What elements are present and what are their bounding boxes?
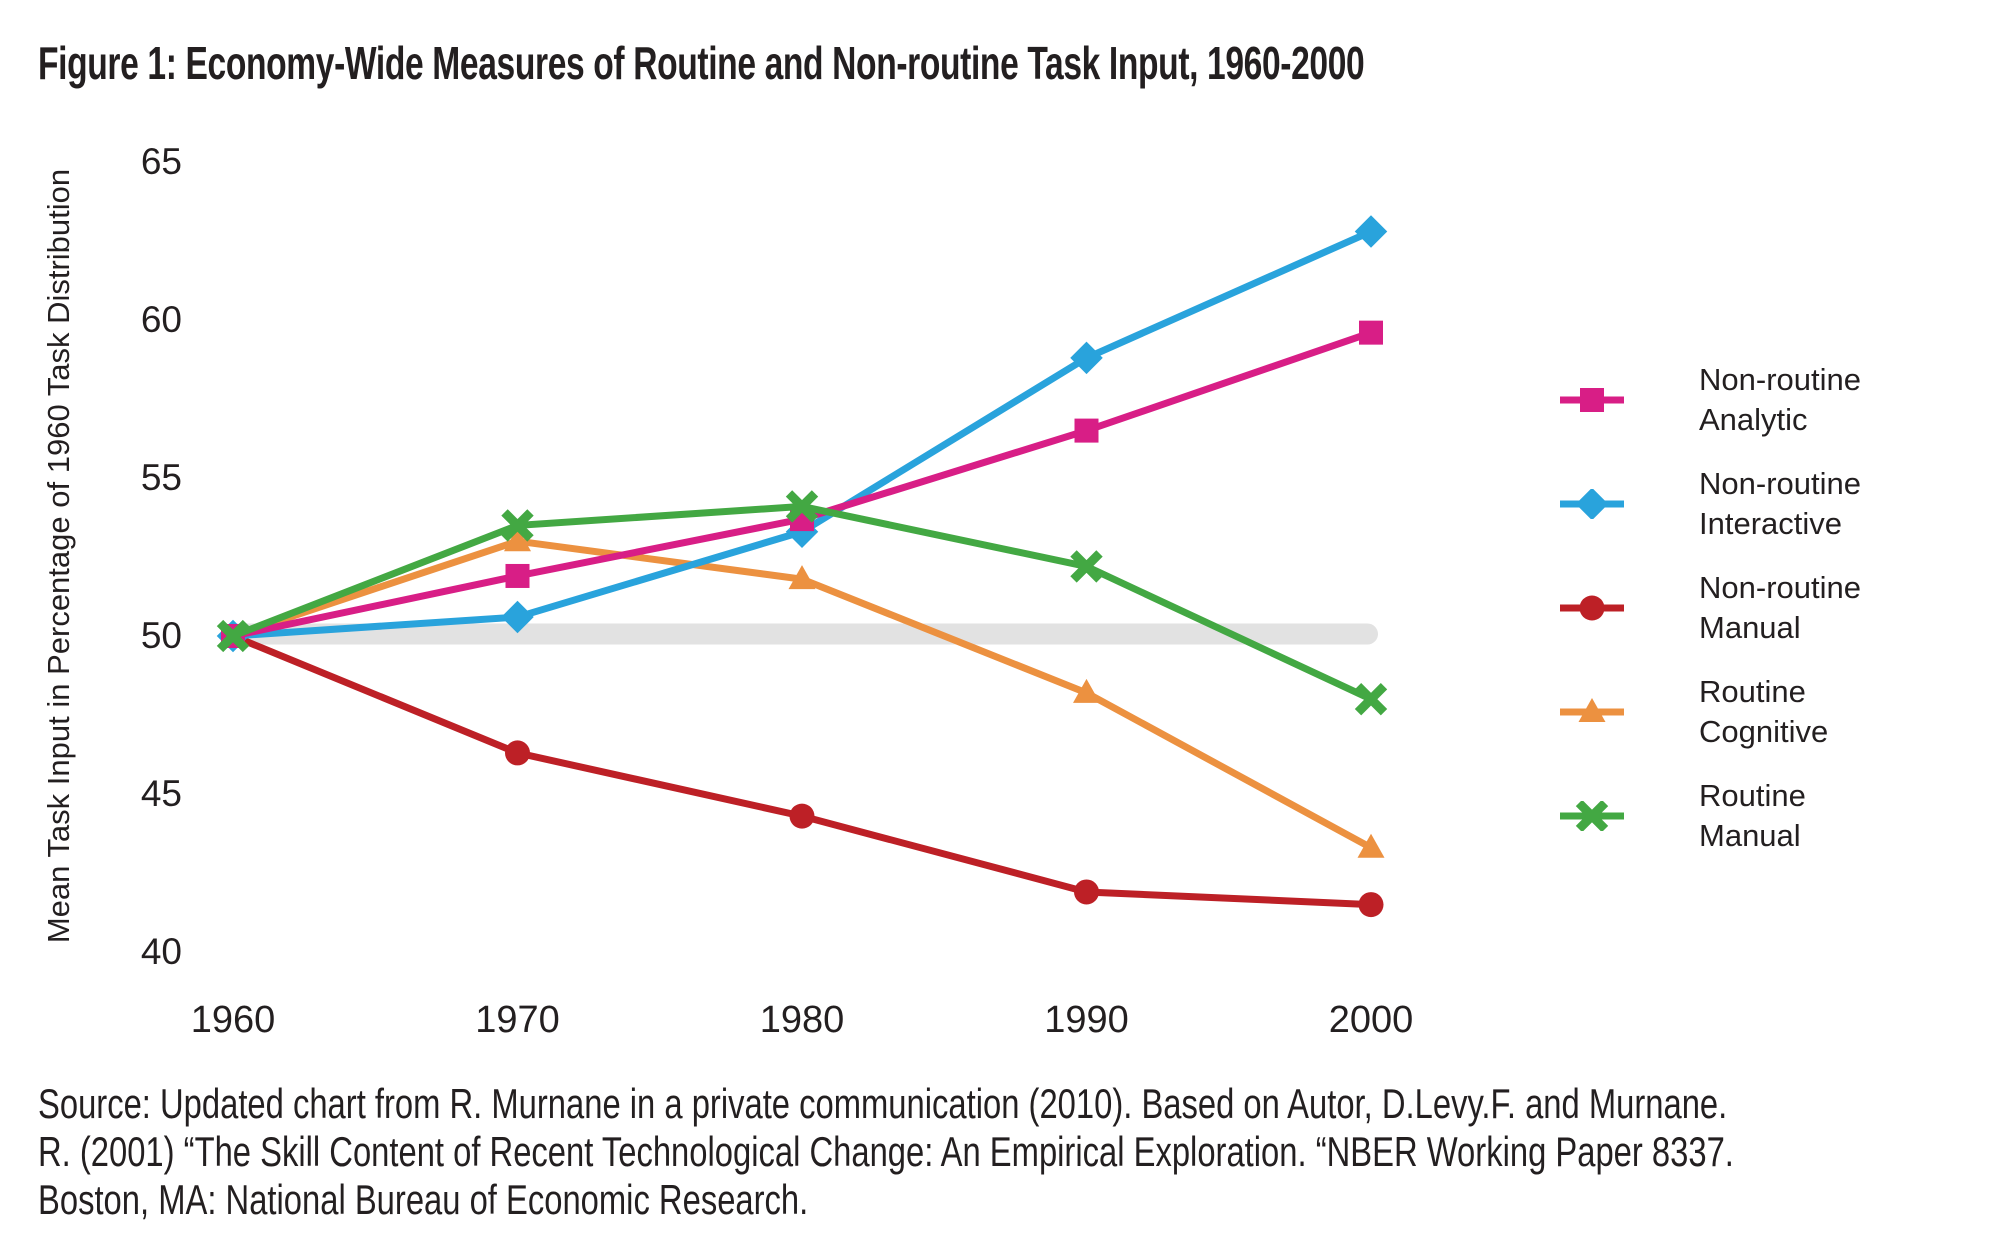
marker-triangle (504, 527, 531, 552)
legend-marker-diamond-icon (1560, 489, 1624, 519)
marker-x (501, 509, 534, 542)
y-tick-label: 60 (140, 299, 182, 340)
figure-title: Figure 1: Economy-Wide Measures of Routi… (38, 37, 1365, 89)
legend-label-line: Non-routine (1699, 362, 1861, 397)
marker-x (1354, 683, 1388, 716)
source-line: Boston, MA: National Bureau of Economic … (38, 1176, 809, 1223)
x-tick-label: 1970 (475, 999, 560, 1041)
marker-circle (789, 803, 815, 829)
legend-label-line: Non-routine (1699, 570, 1861, 605)
legend-item-label: Routine Cognitive (1699, 672, 1828, 752)
y-tick-label: 45 (140, 773, 182, 814)
legend-label-line: Cognitive (1699, 714, 1829, 749)
legend-marker-square-icon (1560, 388, 1624, 412)
marker-square (505, 563, 530, 588)
marker-circle (1074, 879, 1099, 905)
legend-marker-circle-icon (1560, 595, 1624, 621)
marker-square (1074, 418, 1099, 443)
legend-item: Non-routine Manual (1557, 566, 1861, 650)
legend-label-line: Analytic (1699, 402, 1808, 437)
series-line-non-routine-manual (231, 632, 1372, 909)
marker-x (1070, 550, 1103, 583)
legend-label-line: Routine (1699, 674, 1806, 709)
legend-label-line: Routine (1699, 778, 1806, 813)
marker-circle (1358, 892, 1384, 918)
marker-triangle (1578, 698, 1606, 722)
legend-marker-x-icon (1560, 801, 1624, 831)
source-text: Source: Updated chart from R. Murnane in… (38, 1080, 1910, 1224)
y-tick-label: 65 (140, 141, 182, 182)
marker-diamond (1575, 489, 1609, 519)
source-line: R. (2001) “The Skill Content of Recent T… (38, 1128, 1734, 1175)
y-tick-label: 40 (140, 931, 182, 972)
marker-circle (505, 740, 530, 766)
marker-triangle (1357, 833, 1385, 858)
marker-x (785, 490, 819, 523)
marker-diamond (1070, 341, 1103, 375)
legend-item: Routine Cognitive (1557, 670, 1828, 754)
marker-circle (1579, 595, 1605, 621)
y-tick-label: 50 (140, 615, 182, 656)
series-line-non-routine-analytic (232, 329, 1373, 640)
legend-item: Non-routine Analytic (1557, 358, 1861, 442)
x-tick-label: 2000 (1328, 999, 1414, 1041)
marker-diamond (501, 600, 534, 634)
marker-square (1580, 388, 1604, 412)
legend-item: Non-routine Interactive (1557, 462, 1861, 546)
marker-square (1359, 320, 1383, 345)
legend-label-line: Manual (1699, 610, 1801, 645)
marker-triangle (788, 565, 816, 590)
y-tick-label: 55 (140, 457, 182, 498)
legend-item-label: Routine Manual (1699, 776, 1806, 856)
legend-item: Routine Manual (1557, 774, 1806, 858)
source-line: Source: Updated chart from R. Murnane in… (38, 1080, 1728, 1127)
legend-marker-triangle-icon (1560, 698, 1624, 722)
marker-diamond (1354, 215, 1388, 248)
legend-label-line: Interactive (1699, 506, 1843, 541)
legend-item-label: Non-routine Manual (1699, 568, 1861, 648)
legend-label-line: Manual (1699, 818, 1801, 853)
x-tick-label: 1980 (759, 999, 845, 1041)
marker-x (216, 619, 250, 653)
x-tick-label: 1990 (1044, 999, 1129, 1041)
marker-triangle (1073, 678, 1100, 703)
legend-item-label: Non-routine Analytic (1699, 360, 1861, 440)
legend-item-label: Non-routine Interactive (1699, 464, 1861, 544)
x-tick-label: 1960 (190, 999, 276, 1041)
marker-x (1575, 801, 1609, 831)
legend-label-line: Non-routine (1699, 466, 1861, 501)
